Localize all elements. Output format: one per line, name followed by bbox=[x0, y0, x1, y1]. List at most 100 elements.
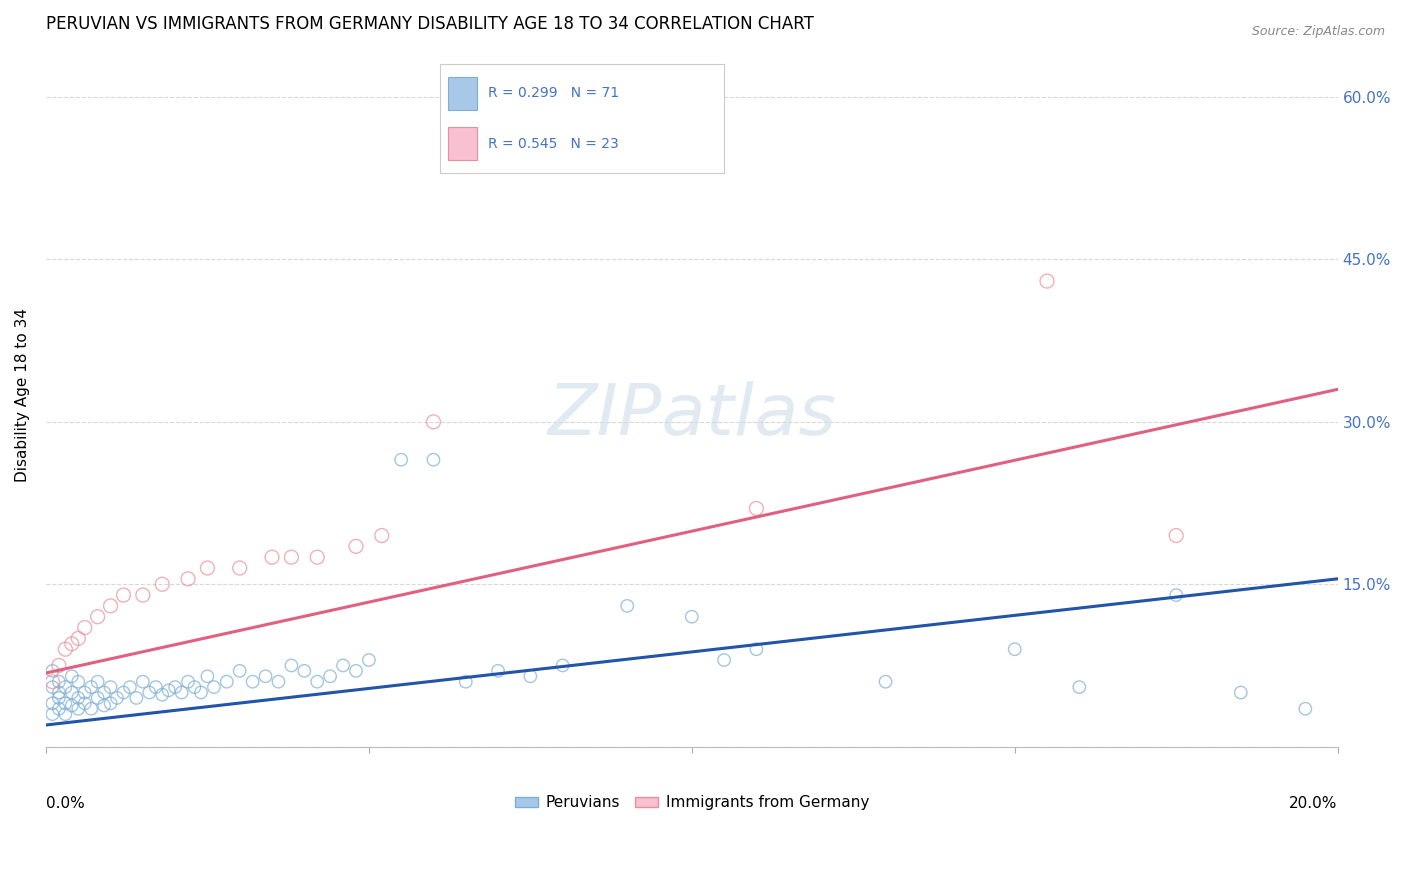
Point bbox=[138, 685, 160, 699]
Point bbox=[53, 696, 76, 710]
Point bbox=[93, 685, 115, 699]
Legend: Peruvians, Immigrants from Germany: Peruvians, Immigrants from Germany bbox=[509, 789, 875, 816]
Point bbox=[307, 550, 329, 565]
Point bbox=[48, 658, 70, 673]
Point bbox=[165, 680, 187, 694]
Point bbox=[454, 674, 477, 689]
Point bbox=[105, 690, 128, 705]
Point bbox=[242, 674, 264, 689]
Point bbox=[267, 674, 290, 689]
Point bbox=[53, 707, 76, 722]
Point bbox=[745, 501, 768, 516]
Point bbox=[197, 561, 219, 575]
Text: 0.0%: 0.0% bbox=[46, 796, 84, 811]
Point bbox=[48, 674, 70, 689]
Point bbox=[41, 696, 63, 710]
Point bbox=[332, 658, 354, 673]
Point bbox=[86, 690, 108, 705]
Point bbox=[681, 609, 703, 624]
Point bbox=[157, 683, 180, 698]
Point bbox=[422, 452, 444, 467]
Text: Source: ZipAtlas.com: Source: ZipAtlas.com bbox=[1251, 25, 1385, 38]
Point bbox=[60, 685, 83, 699]
Point bbox=[41, 664, 63, 678]
Point bbox=[73, 621, 96, 635]
Y-axis label: Disability Age 18 to 34: Disability Age 18 to 34 bbox=[15, 308, 30, 482]
Point bbox=[100, 599, 122, 613]
Point bbox=[80, 702, 103, 716]
Point bbox=[132, 588, 155, 602]
Point bbox=[745, 642, 768, 657]
Point bbox=[60, 637, 83, 651]
Point bbox=[875, 674, 897, 689]
Point bbox=[228, 561, 250, 575]
Point bbox=[177, 674, 200, 689]
Point bbox=[53, 642, 76, 657]
Point bbox=[551, 658, 574, 673]
Point bbox=[344, 664, 367, 678]
Point bbox=[53, 680, 76, 694]
Point bbox=[170, 685, 193, 699]
Point bbox=[112, 588, 135, 602]
Point bbox=[48, 702, 70, 716]
Point bbox=[254, 669, 277, 683]
Point bbox=[280, 658, 302, 673]
Point bbox=[1004, 642, 1026, 657]
Point bbox=[713, 653, 735, 667]
Point bbox=[100, 680, 122, 694]
Point bbox=[183, 680, 205, 694]
Point bbox=[1036, 274, 1059, 288]
Point bbox=[197, 669, 219, 683]
Text: PERUVIAN VS IMMIGRANTS FROM GERMANY DISABILITY AGE 18 TO 34 CORRELATION CHART: PERUVIAN VS IMMIGRANTS FROM GERMANY DISA… bbox=[46, 15, 814, 33]
Point bbox=[202, 680, 225, 694]
Point bbox=[344, 539, 367, 553]
Point bbox=[280, 550, 302, 565]
Point bbox=[1166, 528, 1188, 542]
Point bbox=[519, 669, 541, 683]
Point bbox=[1166, 588, 1188, 602]
Point bbox=[215, 674, 238, 689]
Point bbox=[73, 696, 96, 710]
Point bbox=[357, 653, 380, 667]
Point bbox=[67, 632, 90, 646]
Point bbox=[48, 690, 70, 705]
Point bbox=[118, 680, 141, 694]
Point bbox=[292, 664, 315, 678]
Point bbox=[100, 696, 122, 710]
Point bbox=[86, 674, 108, 689]
Point bbox=[145, 680, 167, 694]
Point bbox=[80, 680, 103, 694]
Point bbox=[150, 577, 173, 591]
Point bbox=[73, 685, 96, 699]
Point bbox=[67, 674, 90, 689]
Point bbox=[48, 685, 70, 699]
Point bbox=[93, 698, 115, 713]
Point bbox=[260, 550, 283, 565]
Point bbox=[228, 664, 250, 678]
Point bbox=[1069, 680, 1091, 694]
Text: ZIPatlas: ZIPatlas bbox=[547, 382, 837, 450]
Point bbox=[67, 690, 90, 705]
Point bbox=[41, 674, 63, 689]
Point bbox=[389, 452, 412, 467]
Point bbox=[1229, 685, 1251, 699]
Point bbox=[1294, 702, 1316, 716]
Point bbox=[60, 698, 83, 713]
Point bbox=[307, 674, 329, 689]
Point bbox=[177, 572, 200, 586]
Point bbox=[67, 702, 90, 716]
Point bbox=[190, 685, 212, 699]
Point bbox=[422, 415, 444, 429]
Point bbox=[616, 599, 638, 613]
Point bbox=[60, 669, 83, 683]
Point bbox=[319, 669, 342, 683]
Point bbox=[132, 674, 155, 689]
Point bbox=[86, 609, 108, 624]
Point bbox=[112, 685, 135, 699]
Point bbox=[41, 707, 63, 722]
Point bbox=[371, 528, 394, 542]
Point bbox=[125, 690, 148, 705]
Text: 20.0%: 20.0% bbox=[1289, 796, 1337, 811]
Point bbox=[150, 688, 173, 702]
Point bbox=[486, 664, 509, 678]
